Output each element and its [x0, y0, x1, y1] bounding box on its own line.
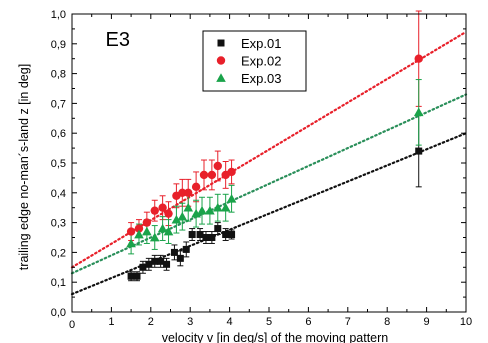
x-tick-label: 8 [384, 316, 390, 328]
y-tick-label: 0,8 [51, 69, 66, 81]
legend-label: Exp.03 [241, 71, 281, 86]
data-point-square [188, 231, 196, 239]
axis-tick-labels: 0 1 2 3 4 5 6 7 8 9 10 0,0 0,1 0,2 0,3 0,4 0,5 0,6 0,7 0,8 0… [51, 9, 472, 331]
legend-marker [217, 39, 225, 47]
data-point-triangle [197, 205, 207, 215]
x-tick-label: 5 [266, 316, 272, 328]
data-point-triangle [183, 202, 194, 212]
data-point-square [133, 272, 141, 280]
data-point-square [170, 248, 178, 256]
data-point-circle [191, 182, 201, 192]
data-point-triangle [205, 205, 215, 215]
data-point-circle [178, 188, 187, 197]
legend-label: Exp.02 [241, 54, 281, 69]
data-point-circle [142, 218, 152, 227]
data-point-square [196, 231, 204, 239]
x-tick-label: 2 [148, 316, 154, 328]
data-point-triangle [191, 208, 201, 218]
data-points [126, 54, 424, 280]
data-point-square [214, 225, 222, 233]
x-tick-label: 0 [69, 319, 75, 331]
data-point-square [182, 245, 190, 253]
data-point-square [139, 263, 147, 271]
x-axis-title: velocity v [in deg/s] of the moving patt… [162, 331, 389, 343]
data-point-square [222, 231, 230, 239]
data-point-triangle [212, 202, 223, 212]
data-point-circle [164, 209, 173, 218]
data-point-triangle [157, 223, 168, 233]
legend-marker [216, 56, 226, 65]
data-point-square [208, 234, 216, 241]
y-tick-label: 0,0 [51, 307, 66, 319]
y-tick-label: 0,4 [51, 188, 66, 200]
data-point-circle [158, 203, 167, 212]
data-point-square [151, 257, 159, 265]
data-point-circle [184, 188, 193, 197]
data-point-triangle [413, 107, 424, 117]
legend-marker [216, 73, 226, 82]
data-point-square [157, 257, 165, 265]
fit-line [70, 132, 468, 296]
fit-line [70, 93, 468, 275]
data-point-triangle [163, 226, 174, 236]
data-point-circle [199, 170, 209, 180]
axis-ticks [71, 13, 467, 313]
data-point-triangle [134, 229, 144, 239]
x-tick-label: 6 [305, 316, 311, 328]
data-point-square [163, 260, 171, 268]
data-point-circle [213, 161, 222, 171]
legend: Exp.01 Exp.02 Exp.03 [202, 30, 307, 92]
x-tick-label: 1 [108, 316, 114, 328]
y-tick-label: 0,9 [51, 39, 66, 51]
data-point-triangle [177, 211, 188, 221]
x-tick-label: 9 [424, 316, 430, 328]
data-point-square [127, 272, 135, 280]
y-tick-label: 1,0 [51, 9, 66, 21]
data-point-circle [126, 227, 136, 236]
y-tick-label: 0,2 [51, 247, 66, 259]
data-point-triangle [171, 214, 182, 224]
x-tick-label: 3 [187, 316, 193, 328]
data-point-triangle [149, 232, 160, 242]
data-point-square [415, 147, 423, 155]
data-point-triangle [126, 238, 136, 248]
legend-label: Exp.01 [241, 36, 281, 51]
x-tick-label: 4 [227, 316, 233, 328]
x-tick-label: 7 [345, 316, 351, 328]
y-axis-title: trailing edge no-man´s-land z [in deg] [17, 64, 31, 270]
data-point-triangle [142, 226, 152, 236]
panel-label: E3 [105, 29, 129, 51]
data-point-circle [207, 170, 217, 180]
y-tick-label: 0,5 [51, 158, 66, 170]
y-tick-label: 0,7 [51, 98, 66, 110]
data-point-square [202, 234, 210, 241]
data-point-square [176, 254, 184, 262]
data-point-square [145, 260, 153, 268]
data-point-circle [134, 224, 144, 233]
y-tick-label: 0,6 [51, 128, 66, 140]
y-tick-label: 0,3 [51, 218, 66, 230]
data-point-square [228, 231, 236, 239]
data-point-circle [150, 206, 159, 215]
data-point-circle [414, 54, 423, 63]
data-point-circle [227, 167, 236, 177]
data-point-triangle [226, 193, 237, 203]
x-tick-label: 10 [460, 316, 472, 328]
data-point-triangle [220, 202, 231, 212]
y-tick-label: 0,1 [51, 277, 66, 289]
